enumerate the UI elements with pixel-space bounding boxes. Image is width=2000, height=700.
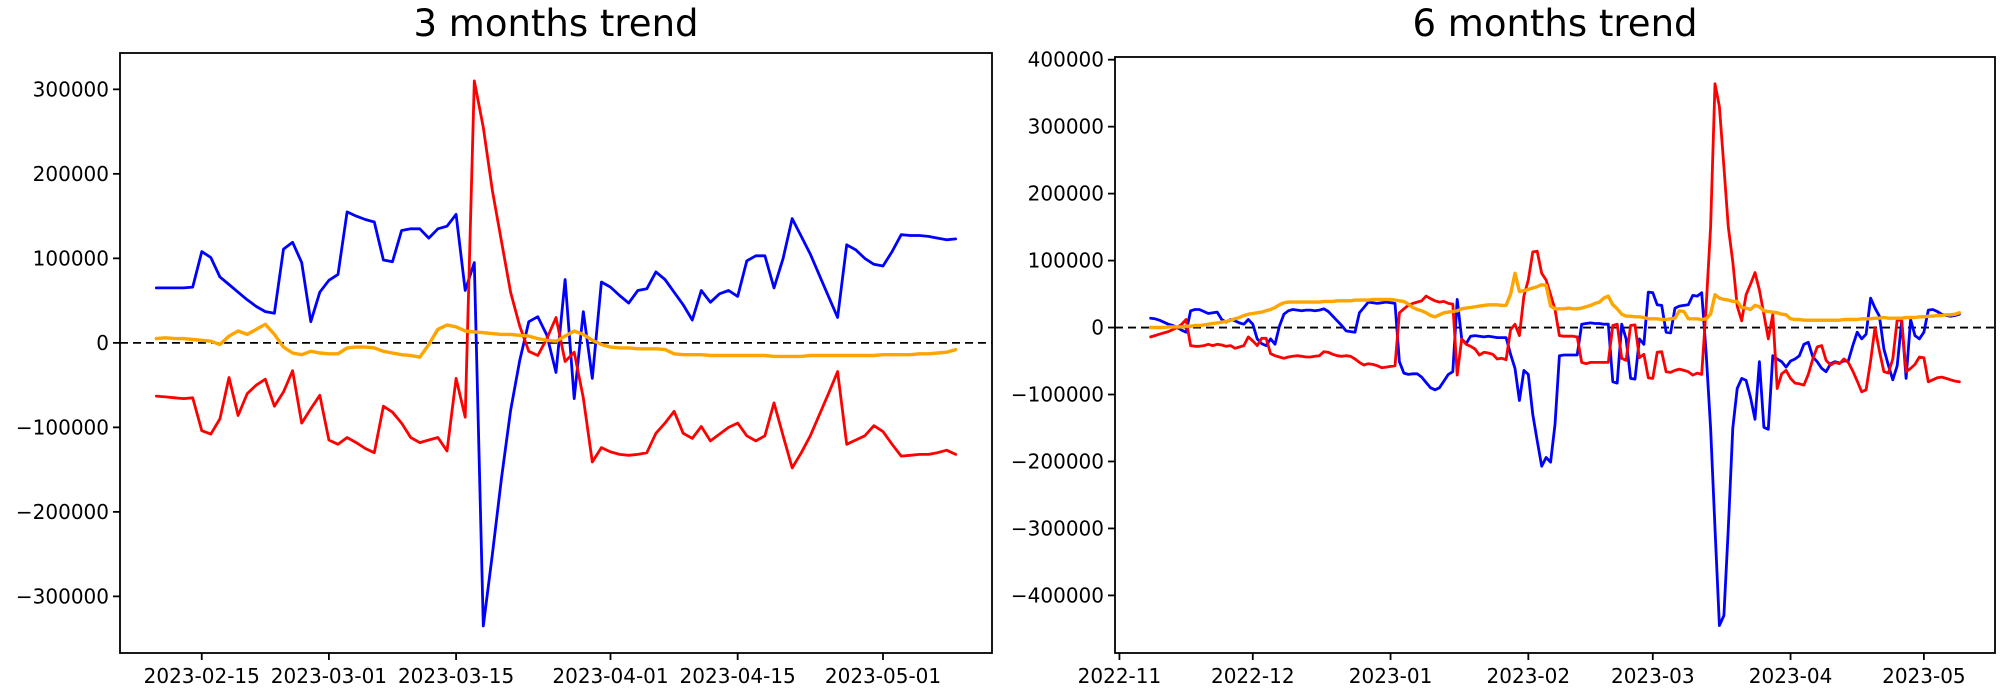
y-tick-label: −200000	[16, 500, 109, 524]
series-line-orange	[154, 322, 958, 359]
x-tick-label: 2023-02	[1487, 664, 1571, 688]
y-tick-label: −100000	[16, 415, 109, 439]
series-line-red	[154, 79, 958, 470]
y-tick-label: 200000	[1028, 182, 1104, 206]
plot-frame	[119, 52, 993, 654]
y-tick-label: −300000	[1011, 516, 1104, 540]
series-line-orange	[1148, 271, 1962, 330]
left-chart-title: 3 months trend	[413, 2, 699, 45]
y-tick-label: 0	[96, 331, 109, 355]
x-tick-label: 2023-02-15	[144, 664, 260, 688]
y-tick-label: 100000	[1028, 249, 1104, 273]
y-tick-label: −200000	[1011, 449, 1104, 473]
y-tick-label: −400000	[1011, 583, 1104, 607]
x-tick-label: 2023-03-01	[271, 664, 387, 688]
x-tick-label: 2022-11	[1078, 664, 1162, 688]
x-tick-label: 2023-01	[1349, 664, 1433, 688]
plot-frame	[1114, 56, 1996, 654]
right-chart-title: 6 months trend	[1412, 2, 1698, 45]
x-tick-label: 2022-12	[1211, 664, 1295, 688]
y-tick-label: 400000	[1028, 48, 1104, 72]
x-tick-label: 2023-04-01	[552, 664, 668, 688]
x-tick-label: 2023-03-15	[398, 664, 514, 688]
x-tick-label: 2023-04	[1749, 664, 1833, 688]
y-tick-label: 100000	[33, 246, 109, 270]
x-tick-label: 2023-05	[1882, 664, 1966, 688]
x-tick-label: 2023-05-01	[825, 664, 941, 688]
series-line-blue	[1149, 290, 1961, 627]
series-line-red	[1149, 82, 1961, 394]
y-tick-label: −300000	[16, 584, 109, 608]
y-tick-label: 200000	[33, 162, 109, 186]
x-tick-label: 2023-04-15	[680, 664, 796, 688]
y-tick-label: 300000	[33, 77, 109, 101]
y-tick-label: −100000	[1011, 383, 1104, 407]
y-tick-label: 0	[1091, 316, 1104, 340]
x-tick-label: 2023-03	[1611, 664, 1695, 688]
y-tick-label: 300000	[1028, 115, 1104, 139]
series-line-blue	[154, 210, 958, 628]
